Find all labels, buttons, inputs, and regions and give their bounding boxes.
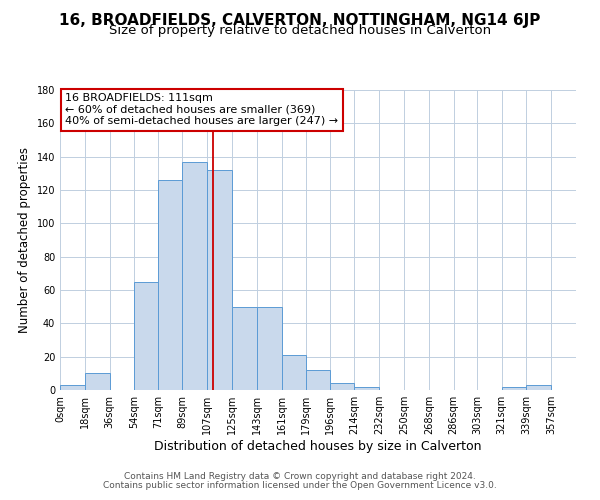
Text: Contains public sector information licensed under the Open Government Licence v3: Contains public sector information licen… [103,481,497,490]
Bar [158,180,182,390]
Text: Contains HM Land Registry data © Crown copyright and database right 2024.: Contains HM Land Registry data © Crown c… [124,472,476,481]
Bar [329,384,355,390]
Bar [134,282,158,390]
Bar [182,162,207,390]
Bar [502,386,526,390]
Bar [355,386,379,390]
Bar [207,170,232,390]
Bar [232,306,257,390]
Text: Size of property relative to detached houses in Calverton: Size of property relative to detached ho… [109,24,491,37]
Text: 16 BROADFIELDS: 111sqm
← 60% of detached houses are smaller (369)
40% of semi-de: 16 BROADFIELDS: 111sqm ← 60% of detached… [65,93,338,126]
Bar [526,385,551,390]
Bar [281,355,307,390]
Bar [60,385,85,390]
Bar [307,370,329,390]
X-axis label: Distribution of detached houses by size in Calverton: Distribution of detached houses by size … [154,440,482,453]
Text: 16, BROADFIELDS, CALVERTON, NOTTINGHAM, NG14 6JP: 16, BROADFIELDS, CALVERTON, NOTTINGHAM, … [59,12,541,28]
Bar [257,306,281,390]
Y-axis label: Number of detached properties: Number of detached properties [18,147,31,333]
Bar [85,374,110,390]
